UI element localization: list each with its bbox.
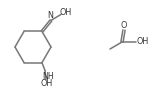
Text: N: N <box>47 11 53 20</box>
Text: OH: OH <box>41 79 53 88</box>
Text: O: O <box>121 20 127 30</box>
Text: OH: OH <box>137 38 149 47</box>
Text: NH: NH <box>42 72 54 81</box>
Text: OH: OH <box>60 8 72 17</box>
